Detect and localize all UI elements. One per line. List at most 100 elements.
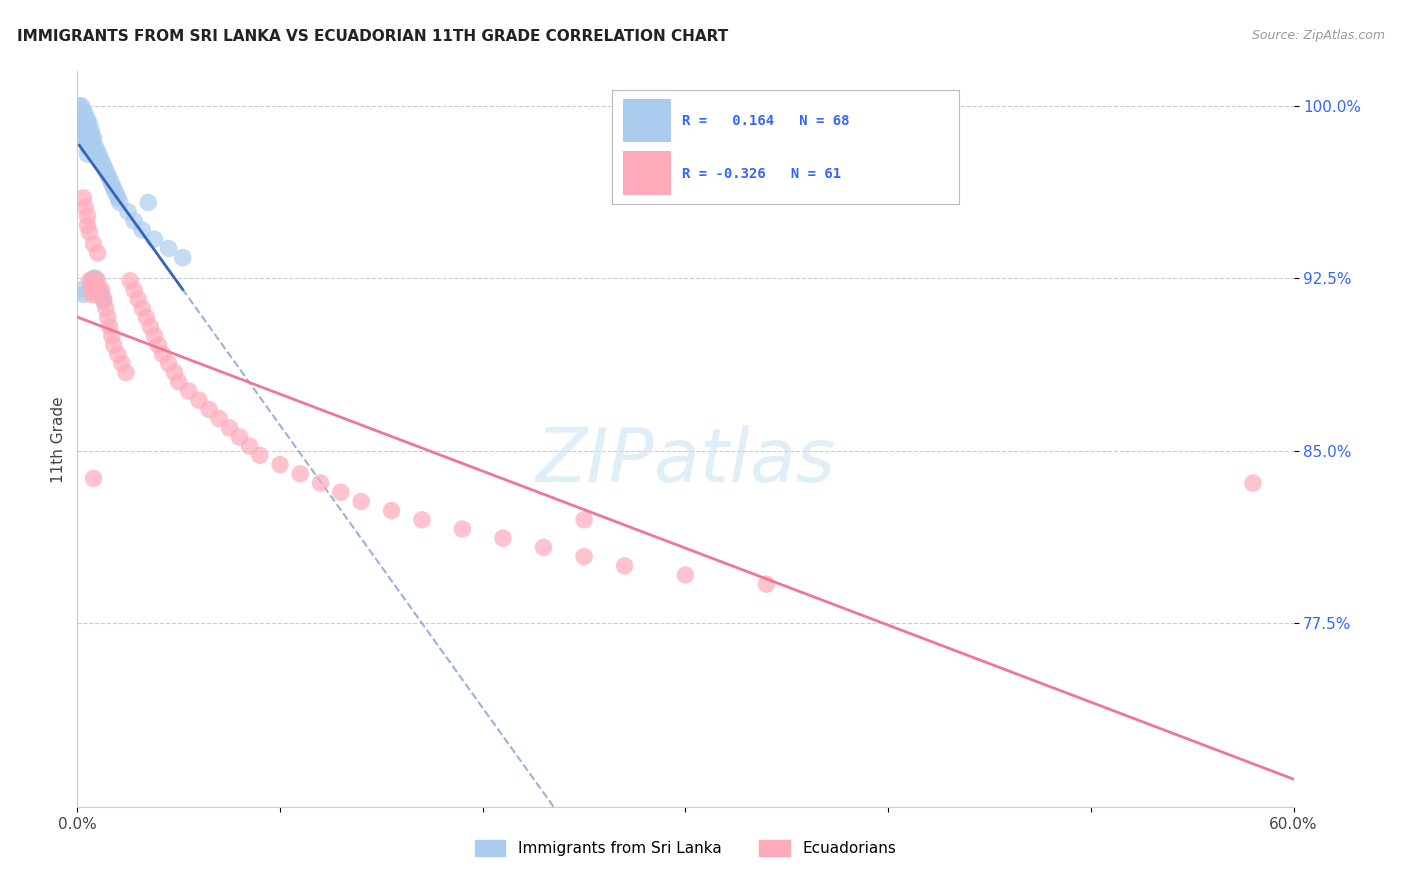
Point [70, 120, 93, 134]
Point [67, 283, 90, 297]
Point [249, 449, 271, 463]
Point [90, 154, 112, 169]
Point [163, 366, 186, 380]
Point [84, 271, 107, 285]
Point [148, 338, 170, 352]
Point [101, 177, 124, 191]
Point [309, 475, 332, 490]
Point [67, 117, 90, 131]
Point [107, 191, 129, 205]
Point [93, 292, 115, 306]
Point [75, 200, 97, 214]
Point [131, 301, 153, 316]
Point [76, 127, 98, 141]
Point [76, 120, 98, 134]
Point [97, 168, 120, 182]
Point [118, 274, 141, 288]
Point [83, 271, 105, 285]
Point [83, 131, 105, 145]
Text: Source: ZipAtlas.com: Source: ZipAtlas.com [1251, 29, 1385, 42]
Point [75, 120, 97, 134]
Point [70, 111, 93, 125]
Point [76, 147, 98, 161]
Point [75, 127, 97, 141]
Point [75, 133, 97, 147]
Point [380, 503, 402, 517]
Point [86, 274, 108, 288]
Point [143, 328, 166, 343]
Point [117, 204, 139, 219]
Point [79, 124, 101, 138]
Point [172, 251, 194, 265]
Point [411, 513, 433, 527]
Point [675, 568, 697, 582]
Point [93, 159, 115, 173]
Point [84, 280, 107, 294]
Point [80, 131, 103, 145]
Point [76, 140, 98, 154]
Point [72, 121, 94, 136]
Point [72, 112, 94, 127]
Point [79, 137, 101, 152]
Point [167, 375, 190, 389]
Point [76, 219, 98, 233]
Point [83, 137, 105, 152]
Point [67, 103, 90, 118]
Point [72, 117, 94, 131]
Point [86, 246, 108, 260]
Point [269, 458, 291, 472]
Point [94, 301, 117, 316]
Point [83, 236, 105, 251]
Point [755, 577, 778, 591]
Point [80, 280, 103, 294]
Point [79, 274, 101, 288]
Point [111, 356, 134, 370]
Point [131, 223, 153, 237]
Point [76, 209, 98, 223]
Point [84, 140, 107, 154]
Point [67, 112, 90, 127]
Point [80, 137, 103, 152]
Legend: Immigrants from Sri Lanka, Ecuadorians: Immigrants from Sri Lanka, Ecuadorians [468, 834, 903, 863]
Point [492, 531, 515, 545]
Point [115, 366, 138, 380]
Point [290, 467, 312, 481]
Point [572, 513, 595, 527]
Point [83, 274, 105, 288]
Point [86, 280, 108, 294]
Point [76, 133, 98, 147]
Point [350, 494, 373, 508]
Point [228, 430, 250, 444]
Point [80, 287, 103, 301]
Point [72, 287, 94, 301]
Point [329, 485, 352, 500]
Point [533, 541, 555, 555]
Point [86, 145, 108, 159]
Point [613, 558, 636, 573]
Point [80, 124, 103, 138]
Point [104, 186, 127, 201]
Point [79, 117, 101, 131]
Point [89, 285, 111, 299]
Point [143, 232, 166, 246]
Point [84, 287, 107, 301]
Point [79, 131, 101, 145]
Point [93, 294, 115, 309]
Text: ZIPatlas: ZIPatlas [536, 425, 835, 498]
Point [70, 124, 93, 138]
Point [103, 338, 125, 352]
Point [572, 549, 595, 564]
Point [72, 103, 94, 118]
Point [97, 310, 120, 325]
Point [108, 195, 131, 210]
Point [98, 319, 121, 334]
Point [90, 290, 112, 304]
Point [177, 384, 200, 398]
Point [89, 149, 111, 163]
Point [188, 393, 211, 408]
Point [101, 328, 124, 343]
Point [139, 319, 162, 334]
Text: IMMIGRANTS FROM SRI LANKA VS ECUADORIAN 11TH GRADE CORRELATION CHART: IMMIGRANTS FROM SRI LANKA VS ECUADORIAN … [17, 29, 728, 44]
Point [103, 181, 125, 195]
Point [218, 421, 240, 435]
